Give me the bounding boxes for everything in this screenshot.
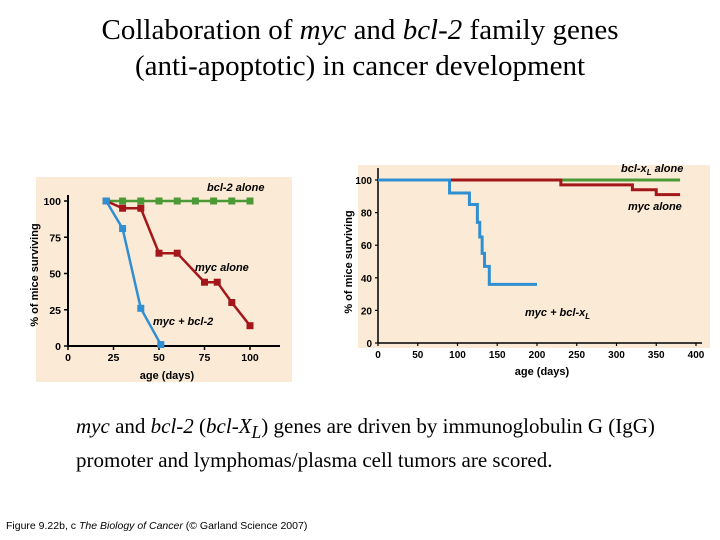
caption-text: ) genes are driven by immunoglobulin G (…	[76, 414, 655, 473]
annotation-suffix: alone	[652, 163, 684, 175]
data-point	[201, 278, 208, 286]
data-point	[119, 204, 127, 212]
caption-gene-bcl2: bcl-2	[150, 414, 194, 438]
credit-publisher: (© Garland Science 2007)	[182, 520, 308, 532]
y-tick-label: 50	[49, 269, 61, 281]
x-tick-label: 100	[449, 350, 466, 361]
caption-text: (	[193, 414, 207, 438]
data-point	[228, 197, 236, 205]
series-line-myc-alone	[378, 178, 681, 197]
x-tick-label: 400	[688, 350, 705, 361]
y-tick-label: 40	[361, 274, 373, 285]
figure-credit: Figure 9.22b, c The Biology of Cancer (©…	[6, 520, 307, 532]
data-point	[102, 197, 110, 205]
annotation-subscript: L	[647, 168, 652, 177]
annotation-subscript: L	[585, 312, 590, 321]
credit-book-title: The Biology of Cancer	[78, 520, 183, 532]
x-tick-label: 250	[568, 350, 585, 361]
y-tick-label: 20	[361, 306, 373, 317]
data-point	[137, 204, 145, 212]
data-point	[119, 197, 127, 205]
data-point	[246, 322, 254, 330]
x-tick-label: 300	[608, 350, 625, 361]
title-text: family genes	[462, 14, 619, 46]
x-tick-label: 350	[648, 350, 665, 361]
caption-gene-sub: L	[251, 422, 262, 443]
y-tick-label: 0	[366, 339, 372, 350]
plot-background	[358, 165, 710, 348]
x-axis-label: age (days)	[140, 370, 195, 382]
data-point	[157, 341, 165, 349]
x-tick-label: 50	[153, 352, 165, 364]
y-tick-label: 25	[49, 305, 61, 317]
y-tick-label: 0	[55, 341, 61, 353]
title-line-1: Collaboration of myc and bcl-2 family ge…	[0, 12, 720, 48]
annotation-text: myc alone	[628, 201, 682, 213]
title-gene-bcl2: bcl-2	[402, 14, 463, 46]
data-point	[119, 225, 127, 233]
data-point	[173, 197, 181, 205]
data-point	[191, 197, 199, 205]
y-axis-label: % of mice surviving	[343, 210, 355, 313]
chart-panel-c: 0 20 40 60 80 100 0 50 100 150 200 250 300 350 400 age …	[343, 163, 710, 378]
data-point	[173, 249, 181, 257]
series-annotation: myc alone	[628, 201, 682, 213]
data-point	[213, 278, 221, 286]
x-tick-label: 75	[199, 352, 211, 364]
y-tick-label: 80	[361, 209, 373, 220]
data-point	[210, 197, 218, 205]
slide-title: Collaboration of myc and bcl-2 family ge…	[0, 12, 720, 84]
credit-figure-number: Figure 9.22b, c	[6, 520, 79, 532]
title-gene-myc: myc	[299, 14, 347, 46]
y-tick-label: 100	[43, 196, 61, 208]
caption-text: and	[109, 414, 151, 438]
x-tick-label: 200	[529, 350, 546, 361]
annotation-text: myc + bcl-x	[525, 307, 586, 319]
series-line-myc-bcl-xl	[378, 178, 537, 286]
caption: myc and bcl-2 (bcl-XL) genes are driven …	[76, 412, 696, 474]
x-tick-label: 0	[375, 350, 381, 361]
series-annotation: myc + bcl-xL	[525, 307, 590, 321]
x-tick-label: 50	[412, 350, 424, 361]
y-tick-label: 75	[49, 232, 61, 244]
series-annotation: bcl-xL alone	[621, 163, 683, 177]
x-tick-label: 25	[108, 352, 120, 364]
x-tick-label: 0	[65, 352, 71, 364]
series-annotation: myc alone	[195, 262, 249, 274]
data-point	[155, 249, 163, 257]
caption-gene-bclxl: bcl-XL	[206, 414, 261, 442]
data-point	[228, 299, 236, 306]
x-tick-label: 150	[489, 350, 506, 361]
title-line-2: (anti-apoptotic) in cancer development	[134, 50, 586, 82]
title-text: and	[346, 14, 403, 46]
y-tick-label: 60	[361, 241, 373, 252]
series-annotation: bcl-2 alone	[207, 182, 264, 194]
y-tick-label: 100	[355, 176, 372, 187]
chart-panel-b: 0 25 50 75 100 0 25 50 75 100 age (days) % of mice …	[29, 177, 292, 382]
data-point	[246, 197, 254, 205]
caption-gene-myc: myc	[76, 414, 110, 438]
data-point	[137, 304, 145, 312]
data-point	[155, 197, 163, 205]
series-annotation: myc + bcl-2	[153, 316, 213, 328]
series-line-myc-bcl-2	[105, 200, 162, 346]
caption-gene-bclx: bcl-X	[206, 414, 252, 438]
x-tick-label: 100	[241, 352, 259, 364]
title-text: Collaboration of	[101, 14, 300, 46]
data-point	[137, 197, 145, 205]
x-axis-label: age (days)	[515, 366, 570, 378]
annotation-text: bcl-x	[621, 163, 648, 175]
y-axis-label: % of mice surviving	[29, 223, 41, 326]
